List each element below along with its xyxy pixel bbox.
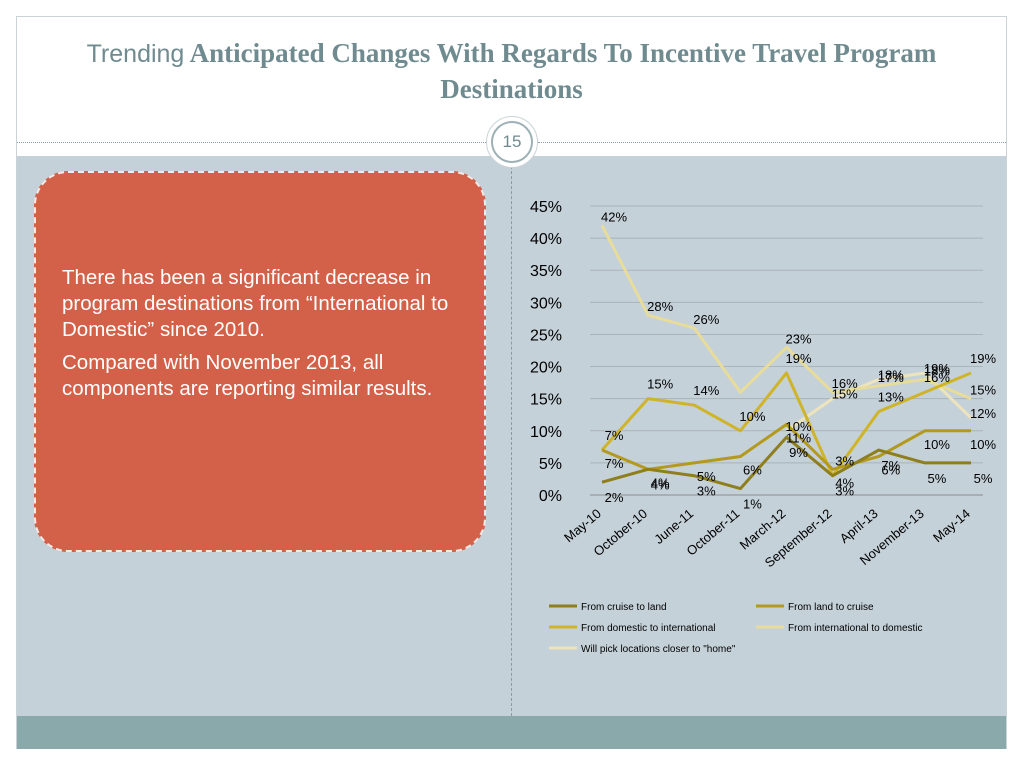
data-label: 10% xyxy=(924,437,950,452)
summary-paragraph-1: There has been a significant decrease in… xyxy=(62,266,449,341)
x-tick-label: June-11 xyxy=(651,506,696,547)
x-tick-label: May-14 xyxy=(930,506,973,545)
legend-label: From land to cruise xyxy=(788,602,874,613)
data-label: 1% xyxy=(743,497,762,512)
data-label: 9% xyxy=(789,445,808,460)
data-label: 3% xyxy=(835,484,854,499)
data-label: 3% xyxy=(697,484,716,499)
data-label: 6% xyxy=(743,462,762,477)
summary-paragraph-2: Compared with November 2013, all compone… xyxy=(62,351,433,400)
series-line xyxy=(601,422,971,471)
x-tick-label: April-13 xyxy=(837,506,881,546)
data-label: 17% xyxy=(878,370,904,385)
series-line xyxy=(601,435,971,491)
data-label: 14% xyxy=(693,383,719,398)
data-label: 7% xyxy=(605,456,624,471)
column-divider xyxy=(511,156,512,716)
y-tick-label: 20% xyxy=(530,360,562,377)
data-label: 15% xyxy=(647,377,673,392)
data-label: 5% xyxy=(697,469,716,484)
y-tick-label: 45% xyxy=(530,199,562,216)
data-label: 18% xyxy=(924,363,950,378)
y-tick-label: 30% xyxy=(530,295,562,312)
data-label: 11% xyxy=(786,430,811,445)
y-tick-label: 15% xyxy=(530,392,562,409)
legend-label: From international to domestic xyxy=(788,623,923,634)
legend-label: Will pick locations closer to "home" xyxy=(581,644,736,655)
line-chart: 0%5%10%15%20%25%30%35%40%45%May-10Octobe… xyxy=(530,199,996,655)
page-number-badge: 15 xyxy=(486,116,538,168)
data-label: 3% xyxy=(835,454,854,469)
data-label: 23% xyxy=(785,331,811,346)
y-tick-label: 5% xyxy=(539,456,562,473)
summary-card: There has been a significant decrease in… xyxy=(34,171,486,552)
data-label: 16% xyxy=(924,370,950,385)
data-label: 19% xyxy=(924,361,950,376)
data-label: 4% xyxy=(651,477,670,492)
data-label: 28% xyxy=(647,299,673,314)
series-line xyxy=(600,371,972,478)
y-tick-label: 0% xyxy=(539,488,562,505)
slide-title-rest: Anticipated Changes With Regards To Ince… xyxy=(184,38,937,104)
data-label: 16% xyxy=(832,376,858,391)
data-label: 10% xyxy=(970,437,996,452)
header-divider-left xyxy=(17,142,486,143)
data-label: 19% xyxy=(785,351,811,366)
data-label: 15% xyxy=(970,383,996,398)
data-label: 10% xyxy=(739,409,765,424)
footer-bar xyxy=(17,716,1006,749)
page-number: 15 xyxy=(491,121,533,163)
data-label: 4% xyxy=(651,475,670,490)
data-label: 7% xyxy=(881,458,900,473)
series-line xyxy=(785,371,973,433)
data-label: 13% xyxy=(878,390,904,405)
data-label: 5% xyxy=(927,471,946,486)
y-tick-label: 10% xyxy=(530,424,562,441)
header-divider-right xyxy=(538,142,1006,143)
data-label: 4% xyxy=(835,475,854,490)
y-tick-label: 25% xyxy=(530,327,562,344)
y-tick-label: 35% xyxy=(530,263,562,280)
data-label: 15% xyxy=(832,387,858,402)
data-label: 12% xyxy=(970,406,996,421)
legend-label: From cruise to land xyxy=(581,602,667,613)
data-label: 19% xyxy=(970,351,996,366)
slide-title-lead: Trending xyxy=(86,40,185,68)
data-label: 10% xyxy=(785,419,811,434)
data-label: 26% xyxy=(693,312,719,327)
data-label: 2% xyxy=(605,490,624,505)
x-tick-label: May-10 xyxy=(561,506,604,545)
y-tick-label: 40% xyxy=(530,231,562,248)
summary-text: There has been a significant decrease in… xyxy=(62,265,462,409)
legend-label: From domestic to international xyxy=(581,623,716,634)
data-label: 42% xyxy=(601,209,627,224)
data-label: 7% xyxy=(605,428,624,443)
series-line xyxy=(600,224,972,401)
data-label: 6% xyxy=(881,462,900,477)
data-label: 5% xyxy=(974,471,993,486)
slide-title: Trending Anticipated Changes With Regard… xyxy=(16,36,1007,107)
data-label: 18% xyxy=(878,367,904,382)
